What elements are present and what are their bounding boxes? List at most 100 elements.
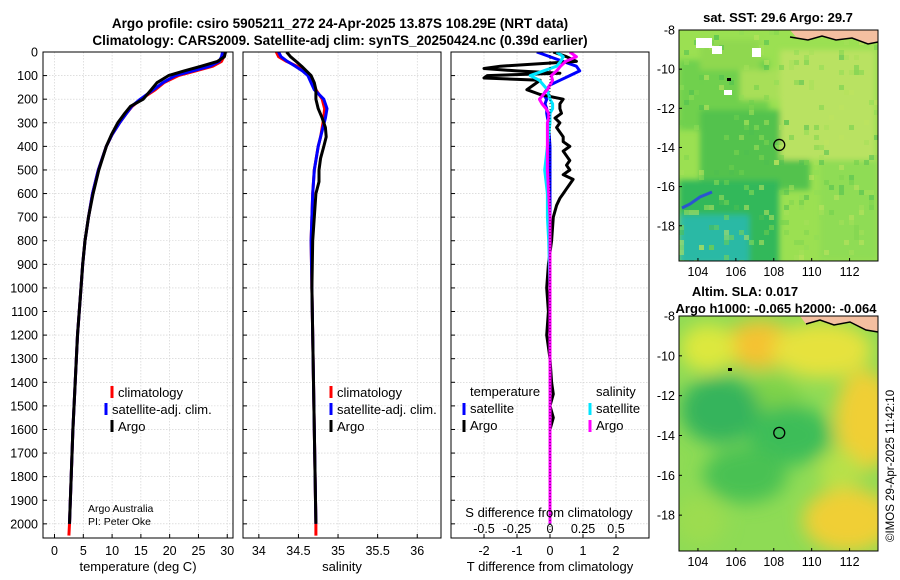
sst-pixel xyxy=(844,240,849,245)
map-x-tick-label: 110 xyxy=(802,265,822,279)
legend-title-temperature: temperature xyxy=(470,384,540,399)
sst-pixel xyxy=(859,40,864,45)
sst-pixel xyxy=(874,110,878,115)
sst-pixel xyxy=(719,75,724,80)
salinity-axes-frame xyxy=(242,51,442,539)
sst-pixel xyxy=(679,245,684,250)
sst-pixel xyxy=(789,65,794,70)
figure-title-line-2: Climatology: CARS2009. Satellite-adj cli… xyxy=(92,33,587,48)
temperature-series xyxy=(67,52,227,536)
sst-pixel xyxy=(799,160,804,165)
sst-patches xyxy=(679,40,878,261)
sla-map-frame xyxy=(678,315,879,552)
sst-pixel xyxy=(874,45,878,50)
map-y-tick-label: -10 xyxy=(657,63,675,77)
sst-pixel xyxy=(779,65,784,70)
sst-cold-filament xyxy=(681,190,713,210)
sst-pixel xyxy=(859,210,864,215)
sst-pixel xyxy=(744,65,749,70)
sst-pixel xyxy=(769,215,774,220)
credit-line-2: PI: Peter Oke xyxy=(88,516,151,528)
x-tick-label: 2 xyxy=(613,544,620,558)
sst-pixel xyxy=(804,60,809,65)
sst-pixel xyxy=(799,255,804,260)
sst-pixel xyxy=(724,240,729,245)
sst-pixel xyxy=(744,185,749,190)
sst-pixel xyxy=(719,200,724,205)
sst-pixel xyxy=(694,95,699,100)
sst-pixel xyxy=(724,200,729,205)
sst-pixel xyxy=(784,230,789,235)
sst-pixel xyxy=(874,100,878,105)
sst-pixel xyxy=(859,190,864,195)
sst-pixel xyxy=(824,140,829,145)
sst-pixel xyxy=(784,220,789,225)
sst-pixel xyxy=(854,225,859,230)
sst-pixel xyxy=(739,95,744,100)
sst-pixel xyxy=(744,125,749,130)
sst-pixel xyxy=(839,190,844,195)
sst-pixel xyxy=(694,210,699,215)
sst-pixel xyxy=(839,105,844,110)
sst-pixel xyxy=(749,100,754,105)
y-tick-label: 1000 xyxy=(10,281,38,295)
sst-pixel xyxy=(744,120,749,125)
sst-pixel xyxy=(754,125,759,130)
sst-pixel xyxy=(724,230,729,235)
sst-pixel xyxy=(809,175,814,180)
sst-pixel xyxy=(724,180,729,185)
sst-missing-data xyxy=(712,46,722,54)
sst-pixel xyxy=(864,140,869,145)
sst-pixel xyxy=(814,160,819,165)
x-tick-label: -1 xyxy=(511,544,522,558)
sst-missing-data xyxy=(752,48,761,57)
sst-pixel xyxy=(729,170,734,175)
sst-pixel xyxy=(849,70,854,75)
sst-pixel xyxy=(779,160,784,165)
sst-pixel xyxy=(739,135,744,140)
legend-label-t-argo: Argo xyxy=(470,418,497,433)
sst-pixel xyxy=(764,65,769,70)
sst-pixel xyxy=(849,220,854,225)
sst-pixel xyxy=(849,250,854,255)
sst-pixel xyxy=(764,120,769,125)
x-tick-label: 15 xyxy=(134,544,148,558)
y-tick-label: 0 xyxy=(31,46,38,60)
sst-pixel xyxy=(789,60,794,65)
sst-pixel xyxy=(709,245,714,250)
sst-pixel xyxy=(724,215,729,220)
sst-pixel xyxy=(824,180,829,185)
sst-pixel xyxy=(859,70,864,75)
sst-pixel xyxy=(714,180,719,185)
y-tick-label: 300 xyxy=(17,116,38,130)
sst-pixel xyxy=(864,160,869,165)
sla-mid-patch xyxy=(679,495,725,545)
sla-low-patch xyxy=(680,376,760,444)
x-tick-label: 30 xyxy=(220,544,234,558)
sst-pixel xyxy=(864,120,869,125)
sst-pixel xyxy=(779,190,784,195)
y-tick-label: 1900 xyxy=(10,494,38,508)
map-x-tick-label: 110 xyxy=(802,555,822,569)
s-difference-axis-label: S difference from climatology xyxy=(465,505,633,520)
sst-pixel xyxy=(759,185,764,190)
sst-map-title: sat. SST: 29.6 Argo: 29.7 xyxy=(703,10,853,25)
sst-pixel xyxy=(854,65,859,70)
legend-label-climatology: climatology xyxy=(337,385,403,400)
sst-pixel xyxy=(689,210,694,215)
sst-pixel xyxy=(804,160,809,165)
x-tick-label: 35.5 xyxy=(365,544,389,558)
sla-low-patch xyxy=(748,405,832,465)
sst-pixel xyxy=(694,125,699,130)
sst-pixel xyxy=(709,225,714,230)
sst-pixel xyxy=(819,160,824,165)
sst-pixel xyxy=(839,135,844,140)
sst-pixel xyxy=(764,40,769,45)
sst-pixel xyxy=(714,170,719,175)
sst-map-field xyxy=(679,30,878,261)
sla-high-patch xyxy=(803,488,878,551)
sst-pixel xyxy=(814,190,819,195)
sst-pixel xyxy=(849,125,854,130)
sst-pixel xyxy=(784,205,789,210)
sst-pixel xyxy=(739,30,744,35)
